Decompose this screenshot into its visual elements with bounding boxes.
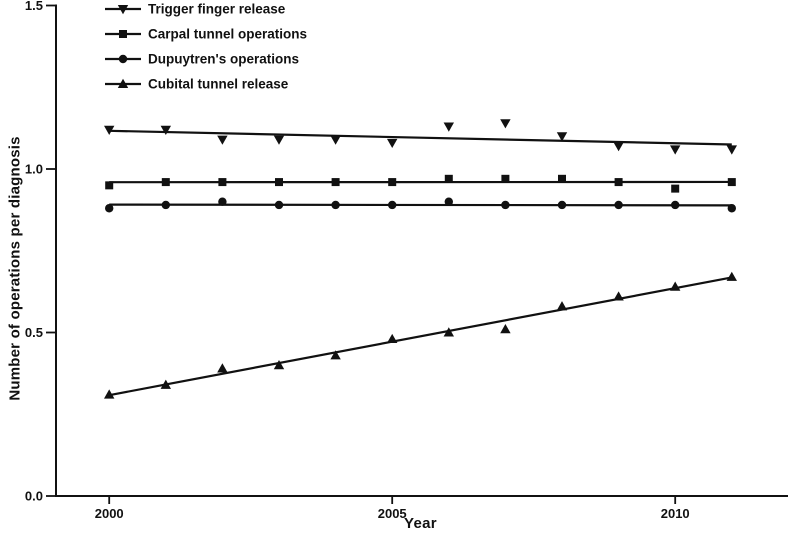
y-tick-label: 1.5 [25, 0, 43, 13]
data-point-marker [670, 200, 680, 210]
data-point-marker [388, 200, 397, 210]
legend-label: Trigger finger release [148, 2, 286, 17]
data-point-marker [217, 135, 228, 145]
data-point-marker [218, 178, 227, 187]
data-point-marker [557, 174, 566, 183]
data-point-marker [105, 181, 114, 190]
data-point-marker [331, 200, 340, 210]
legend: Trigger finger release Carpal tunnel oper… [105, 2, 307, 92]
axes: 0.0 0.5 1.0 1.5 2000 2005 2010 [25, 0, 788, 521]
data-point-marker [387, 333, 398, 344]
series-trigger-finger-release [104, 119, 737, 155]
data-point-marker [104, 125, 115, 135]
data-point-marker [614, 200, 623, 210]
y-tick-label: 0.5 [25, 325, 43, 340]
data-point-marker [613, 142, 624, 152]
legend-item-carpal-tunnel-operations: Carpal tunnel operations [105, 27, 307, 42]
trend-line [109, 129, 732, 146]
data-point-marker [444, 197, 453, 206]
data-point-marker [726, 271, 737, 281]
data-point-marker [387, 138, 398, 149]
data-point-marker [160, 125, 172, 135]
data-point-marker [330, 350, 341, 360]
data-point-marker [614, 178, 623, 187]
circle-icon [118, 54, 128, 64]
data-point-marker [669, 145, 681, 155]
data-point-marker [330, 135, 341, 145]
trend-line [108, 276, 733, 397]
data-point-marker [557, 200, 567, 210]
data-point-marker [443, 327, 454, 337]
data-point-marker [274, 200, 284, 210]
data-point-marker [217, 363, 228, 373]
legend-item-trigger-finger-release: Trigger finger release [105, 2, 286, 17]
y-tick-label: 1.0 [25, 162, 43, 177]
data-point-marker [500, 324, 511, 334]
legend-label: Carpal tunnel operations [148, 27, 307, 42]
trend-line [109, 203, 732, 207]
series-carpal-tunnel-operations [105, 174, 736, 193]
data-point-marker [331, 178, 340, 187]
data-point-marker [726, 145, 737, 155]
data-point-marker [613, 291, 624, 301]
data-point-marker [275, 178, 284, 187]
data-point-marker [671, 184, 680, 193]
data-point-marker [556, 132, 568, 142]
x-tick-label: 2005 [378, 506, 407, 521]
x-tick-label: 2010 [661, 506, 690, 521]
legend-item-dupuytren-s-operations: Dupuytren's operations [105, 52, 299, 67]
triangle-up-icon [117, 78, 129, 88]
data-point-marker [501, 174, 510, 183]
data-point-marker [556, 301, 568, 311]
x-axis-title: Year [404, 515, 437, 532]
legend-item-cubital-tunnel-release: Cubital tunnel release [105, 77, 289, 92]
square-icon [119, 30, 127, 38]
data-point-marker [218, 197, 227, 206]
x-tick-label: 2000 [95, 506, 124, 521]
data-point-marker [105, 204, 114, 213]
data-point-marker [443, 122, 454, 132]
data-point-marker [161, 200, 171, 210]
data-point-marker [444, 174, 453, 183]
series-cubital-tunnel-release [104, 271, 737, 399]
data-point-marker [104, 389, 115, 399]
data-point-marker [727, 178, 736, 187]
data-point-marker [669, 281, 681, 291]
series-dupuytren-s-operations [105, 197, 736, 213]
data-point-marker [273, 360, 285, 370]
data-point-marker [500, 119, 511, 129]
data-point-marker [501, 200, 510, 210]
y-tick-label: 0.0 [25, 489, 43, 504]
triangle-down-icon [117, 5, 129, 15]
data-point-marker [160, 379, 172, 389]
legend-label: Cubital tunnel release [148, 77, 289, 92]
data-point-marker [161, 178, 170, 187]
data-point-marker [388, 178, 397, 187]
data-point-marker [727, 204, 736, 213]
data-point-marker [273, 135, 285, 145]
legend-label: Dupuytren's operations [148, 52, 299, 67]
